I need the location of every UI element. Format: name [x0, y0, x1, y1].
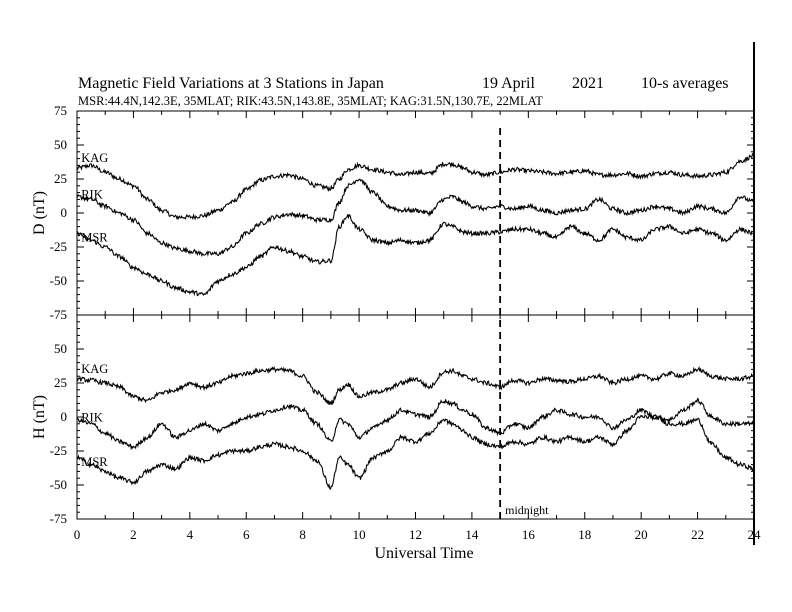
d-panel-frame: [76, 110, 755, 316]
y-tick-label: 50: [54, 341, 67, 356]
x-tick-label: 2: [130, 527, 137, 542]
d-axis-label: D (nT): [31, 191, 48, 235]
x-tick-label: 6: [243, 527, 250, 542]
series-label-rik: RIK: [81, 411, 103, 425]
x-tick-label: 10: [353, 527, 366, 542]
y-tick-label: -75: [50, 307, 67, 322]
series-line-msr: [76, 214, 755, 297]
series-label-kag: KAG: [81, 362, 108, 376]
x-tick-label: 4: [187, 527, 194, 542]
series-line-kag: [76, 152, 755, 221]
x-tick-label: 16: [522, 527, 536, 542]
y-tick-label: -50: [50, 477, 67, 492]
y-tick-label: 0: [61, 205, 68, 220]
x-axis-label: Universal Time: [374, 545, 473, 562]
series-lines: KAG RIK MSR KAG RIK MSR: [76, 151, 755, 490]
series-line-msr: [76, 414, 755, 490]
x-tick-label: 12: [409, 527, 422, 542]
series-line-rik: [76, 178, 755, 258]
series-label-msr: MSR: [81, 230, 108, 244]
y-tick-label: -25: [50, 239, 67, 254]
y-tick-label: 0: [61, 409, 68, 424]
y-tick-label: 25: [54, 171, 67, 186]
series-line-kag: [76, 365, 755, 406]
y-tick-label: -50: [50, 273, 67, 288]
figure-year: 2021: [572, 75, 604, 92]
midnight-label: midnight: [505, 503, 549, 517]
figure-averaging: 10-s averages: [641, 75, 729, 92]
x-tick-label: 14: [465, 527, 479, 542]
station-coordinates: MSR:44.4N,142.3E, 35MLAT; RIK:43.5N,143.…: [78, 94, 543, 108]
figure-date: 19 April: [482, 75, 535, 92]
x-tick-label: 8: [299, 527, 306, 542]
y-tick-label: 75: [54, 103, 67, 118]
h-axis-label: H (nT): [31, 395, 48, 439]
series-label-rik: RIK: [81, 188, 103, 202]
series-label-kag: KAG: [81, 151, 108, 165]
x-tick-label: 0: [74, 527, 81, 542]
x-tick-label: 22: [691, 527, 704, 542]
series-label-msr: MSR: [81, 455, 108, 469]
x-tick-label: 18: [578, 527, 591, 542]
y-tick-label: 50: [54, 137, 67, 152]
y-tick-label: 25: [54, 375, 67, 390]
y-tick-label: -25: [50, 443, 67, 458]
y-tick-label: -75: [50, 511, 67, 526]
x-tick-label: 20: [635, 527, 648, 542]
figure-title: Magnetic Field Variations at 3 Stations …: [78, 75, 384, 92]
x-tick-label: 24: [748, 527, 762, 542]
series-line-rik: [76, 397, 755, 451]
